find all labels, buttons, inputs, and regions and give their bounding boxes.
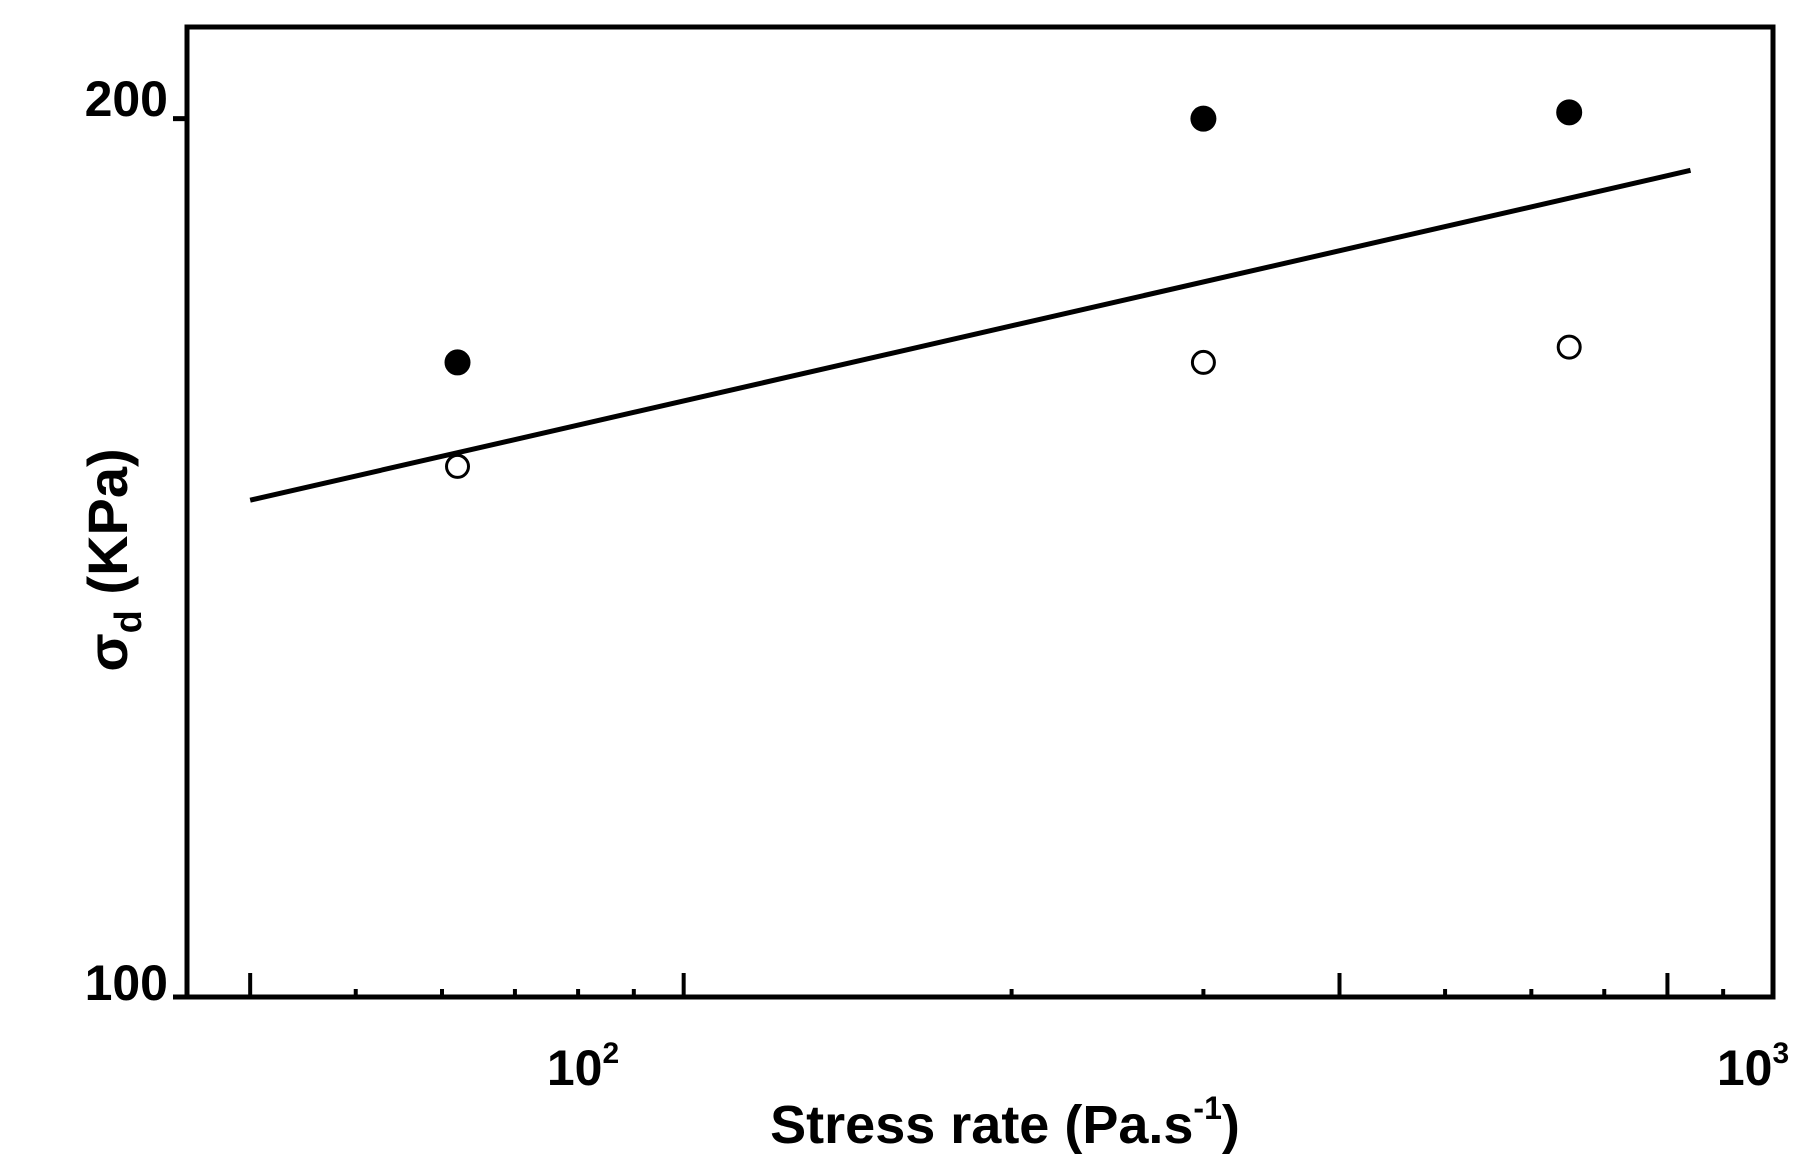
y-tick-label-200: 200 xyxy=(85,71,168,127)
plot-frame-group xyxy=(184,24,1776,1000)
x-tick-label-100: 102 xyxy=(547,1037,619,1096)
fit-line xyxy=(249,167,1692,503)
x-tick-label-1000: 103 xyxy=(1717,1037,1789,1096)
filled-point-2 xyxy=(1556,99,1583,126)
open-point-0 xyxy=(445,453,471,479)
open-point-2 xyxy=(1556,334,1582,360)
y-axis-title: σd (KPa) xyxy=(76,448,150,671)
y-tick-label-100: 100 xyxy=(85,955,168,1011)
tick-marks-group xyxy=(173,116,1775,1000)
x-axis-title: Stress rate (Pa.s-1) xyxy=(770,1090,1240,1155)
open-point-1 xyxy=(1190,349,1216,375)
filled-point-0 xyxy=(444,349,471,376)
filled-point-1 xyxy=(1190,105,1217,132)
plot-frame xyxy=(184,24,1776,1000)
data-marks-group xyxy=(249,99,1692,503)
